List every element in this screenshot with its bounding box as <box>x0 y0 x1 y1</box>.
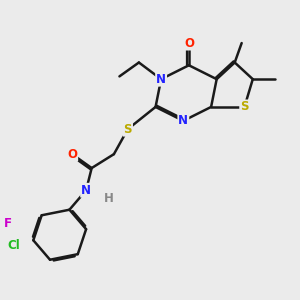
Text: F: F <box>4 217 12 230</box>
Text: S: S <box>124 123 132 136</box>
Text: O: O <box>67 148 77 161</box>
Text: S: S <box>240 100 249 113</box>
Text: N: N <box>81 184 91 197</box>
Text: N: N <box>156 73 166 86</box>
Text: H: H <box>103 192 113 205</box>
Text: N: N <box>178 114 188 127</box>
Text: O: O <box>184 37 194 50</box>
Text: Cl: Cl <box>8 239 20 252</box>
